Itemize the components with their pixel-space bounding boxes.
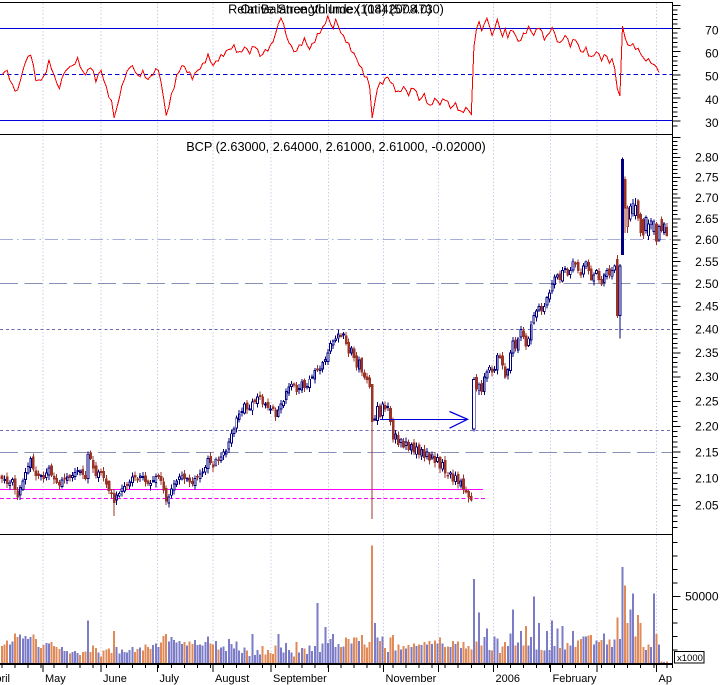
svg-text:2.80: 2.80 xyxy=(695,151,719,165)
svg-text:2.75: 2.75 xyxy=(695,171,719,185)
svg-text:2.35: 2.35 xyxy=(695,346,719,360)
svg-text:On Balance Volume (10842008.0): On Balance Volume (10842008.0) xyxy=(240,3,431,17)
svg-text:2.65: 2.65 xyxy=(695,212,719,226)
svg-text:February: February xyxy=(553,673,598,685)
svg-text:June: June xyxy=(103,673,127,685)
svg-text:2.70: 2.70 xyxy=(695,191,719,205)
svg-text:September: September xyxy=(273,673,327,685)
svg-text:2.15: 2.15 xyxy=(695,445,719,459)
svg-text:2.20: 2.20 xyxy=(695,420,719,434)
svg-text:April: April xyxy=(0,673,10,685)
svg-text:2.30: 2.30 xyxy=(695,370,719,384)
svg-text:50000: 50000 xyxy=(685,590,719,604)
svg-text:Relative Strength Index (14) (: Relative Strength Index (14) (57.4730) xyxy=(228,3,444,17)
svg-text:x1000: x1000 xyxy=(677,653,703,664)
svg-text:2.25: 2.25 xyxy=(695,395,719,409)
svg-text:2.50: 2.50 xyxy=(695,277,719,291)
svg-text:Ap: Ap xyxy=(659,673,672,685)
svg-text:July: July xyxy=(160,673,180,685)
svg-text:2.60: 2.60 xyxy=(695,233,719,247)
svg-text:BCP (2.63000, 2.64000, 2.61000: BCP (2.63000, 2.64000, 2.61000, 2.61000,… xyxy=(186,140,486,154)
svg-text:2.10: 2.10 xyxy=(695,472,719,486)
svg-text:30: 30 xyxy=(705,116,719,130)
svg-text:August: August xyxy=(215,673,249,685)
svg-text:60: 60 xyxy=(705,46,719,60)
svg-text:2.40: 2.40 xyxy=(695,323,719,337)
svg-text:2.55: 2.55 xyxy=(695,255,719,269)
svg-text:40: 40 xyxy=(705,93,719,107)
svg-text:2006: 2006 xyxy=(496,673,520,685)
svg-text:2.45: 2.45 xyxy=(695,300,719,314)
svg-text:November: November xyxy=(386,673,437,685)
svg-text:2.05: 2.05 xyxy=(695,499,719,513)
svg-text:50: 50 xyxy=(705,70,719,84)
svg-text:May: May xyxy=(45,673,66,685)
svg-text:70: 70 xyxy=(705,23,719,37)
